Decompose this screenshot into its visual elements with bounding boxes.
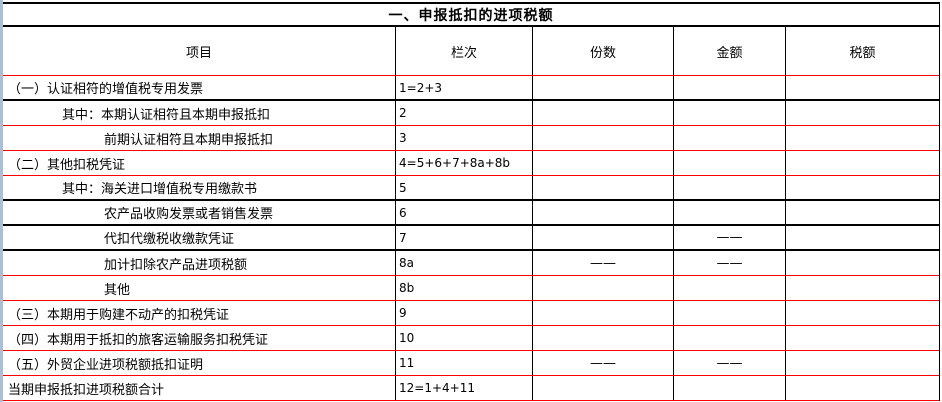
cell-copies[interactable] bbox=[532, 276, 673, 300]
cell-tax[interactable] bbox=[785, 126, 939, 150]
table-row: 其他 8b bbox=[3, 276, 939, 301]
cell-tax[interactable] bbox=[785, 176, 939, 199]
cell-copies-dash: —— bbox=[532, 351, 673, 375]
cell-copies[interactable] bbox=[532, 176, 673, 199]
input-tax-deduction-table: 一、申报抵扣的进项税额 项目 栏次 份数 金额 税额 （一）认证相符的增值税专用… bbox=[3, 2, 940, 401]
cell-line-no: 1=2+3 bbox=[395, 76, 532, 99]
cell-line-no: 8a bbox=[395, 251, 532, 275]
table-row: （五）外贸企业进项税额抵扣证明 11 —— —— bbox=[3, 351, 939, 376]
table-row: 农产品收购发票或者销售发票 6 bbox=[3, 201, 939, 226]
cell-amount-dash: —— bbox=[673, 251, 785, 275]
cell-amount-dash: —— bbox=[673, 351, 785, 375]
cell-amount[interactable] bbox=[673, 301, 785, 325]
table-row: 代扣代缴税收缴款凭证 7 —— bbox=[3, 226, 939, 251]
cell-tax[interactable] bbox=[785, 226, 939, 249]
column-header-amount: 金额 bbox=[673, 27, 785, 75]
cell-copies[interactable] bbox=[532, 76, 673, 99]
cell-tax[interactable] bbox=[785, 101, 939, 125]
cell-amount-dash: —— bbox=[673, 226, 785, 249]
cell-tax[interactable] bbox=[785, 301, 939, 325]
cell-copies[interactable] bbox=[532, 151, 673, 175]
table-row: 加计扣除农产品进项税额 8a —— —— bbox=[3, 251, 939, 276]
cell-amount[interactable] bbox=[673, 76, 785, 99]
cell-amount[interactable] bbox=[673, 326, 785, 350]
cell-tax[interactable] bbox=[785, 76, 939, 99]
cell-copies[interactable] bbox=[532, 201, 673, 224]
table-row: 其中：海关进口增值税专用缴款书 5 bbox=[3, 176, 939, 201]
cell-item-label: （五）外贸企业进项税额抵扣证明 bbox=[8, 357, 204, 373]
cell-line-no: 6 bbox=[395, 201, 532, 224]
cell-copies[interactable] bbox=[532, 376, 673, 400]
cell-copies[interactable] bbox=[532, 101, 673, 125]
cell-item-label: （三）本期用于购建不动产的扣税凭证 bbox=[8, 307, 230, 323]
table-row: 其中：本期认证相符且本期申报抵扣 2 bbox=[3, 101, 939, 126]
table-header-row: 项目 栏次 份数 金额 税额 bbox=[3, 27, 939, 76]
table-row: （四）本期用于抵扣的旅客运输服务扣税凭证 10 bbox=[3, 326, 939, 351]
column-header-item: 项目 bbox=[185, 45, 212, 61]
cell-amount[interactable] bbox=[673, 201, 785, 224]
cell-item-label: 农产品收购发票或者销售发票 bbox=[104, 207, 274, 222]
cell-tax[interactable] bbox=[785, 201, 939, 224]
cell-amount[interactable] bbox=[673, 176, 785, 199]
cell-line-no: 4=5+6+7+8a+8b bbox=[395, 151, 532, 175]
left-edge-strip bbox=[0, 0, 3, 402]
cell-line-no: 2 bbox=[395, 101, 532, 125]
cell-amount[interactable] bbox=[673, 101, 785, 125]
cell-item-label: 代扣代缴税收缴款凭证 bbox=[104, 232, 235, 247]
cell-item-label: （四）本期用于抵扣的旅客运输服务扣税凭证 bbox=[8, 332, 269, 348]
cell-line-no: 8b bbox=[395, 276, 532, 300]
cell-item-label: 前期认证相符且本期申报抵扣 bbox=[104, 132, 274, 148]
cell-amount[interactable] bbox=[673, 126, 785, 150]
cell-line-no: 5 bbox=[395, 176, 532, 199]
cell-tax[interactable] bbox=[785, 251, 939, 275]
cell-line-no: 11 bbox=[395, 351, 532, 375]
cell-item-label: （一）认证相符的增值税专用发票 bbox=[8, 82, 204, 97]
cell-tax[interactable] bbox=[785, 376, 939, 400]
cell-tax[interactable] bbox=[785, 351, 939, 375]
cell-copies[interactable] bbox=[532, 126, 673, 150]
cell-line-no: 12=1+4+11 bbox=[395, 376, 532, 400]
cell-item-label: 加计扣除农产品进项税额 bbox=[104, 257, 248, 273]
cell-item-label: 其中：本期认证相符且本期申报抵扣 bbox=[62, 107, 271, 123]
cell-line-no: 9 bbox=[395, 301, 532, 325]
table-row: （三）本期用于购建不动产的扣税凭证 9 bbox=[3, 301, 939, 326]
column-header-line-no: 栏次 bbox=[395, 27, 532, 75]
cell-amount[interactable] bbox=[673, 151, 785, 175]
cell-tax[interactable] bbox=[785, 326, 939, 350]
cell-copies-dash: —— bbox=[532, 251, 673, 275]
table-row: （二）其他扣税凭证 4=5+6+7+8a+8b bbox=[3, 151, 939, 176]
cell-tax[interactable] bbox=[785, 276, 939, 300]
column-header-copies: 份数 bbox=[532, 27, 673, 75]
cell-amount[interactable] bbox=[673, 376, 785, 400]
cell-line-no: 3 bbox=[395, 126, 532, 150]
cell-item-label: （二）其他扣税凭证 bbox=[8, 157, 126, 173]
table-row-total: 当期申报抵扣进项税额合计 12=1+4+11 bbox=[3, 376, 939, 401]
cell-copies[interactable] bbox=[532, 301, 673, 325]
cell-tax[interactable] bbox=[785, 151, 939, 175]
cell-item-label: 其中：海关进口增值税专用缴款书 bbox=[62, 182, 258, 197]
cell-amount[interactable] bbox=[673, 276, 785, 300]
cell-item-label: 当期申报抵扣进项税额合计 bbox=[8, 382, 165, 398]
table-row: （一）认证相符的增值税专用发票 1=2+3 bbox=[3, 76, 939, 101]
section-title: 一、申报抵扣的进项税额 bbox=[388, 7, 554, 24]
cell-line-no: 10 bbox=[395, 326, 532, 350]
table-row: 前期认证相符且本期申报抵扣 3 bbox=[3, 126, 939, 151]
cell-item-label: 其他 bbox=[104, 282, 131, 298]
cell-line-no: 7 bbox=[395, 226, 532, 249]
cell-copies[interactable] bbox=[532, 326, 673, 350]
section-title-row: 一、申报抵扣的进项税额 bbox=[3, 4, 939, 27]
column-header-tax: 税额 bbox=[785, 27, 939, 75]
cell-copies[interactable] bbox=[532, 226, 673, 249]
